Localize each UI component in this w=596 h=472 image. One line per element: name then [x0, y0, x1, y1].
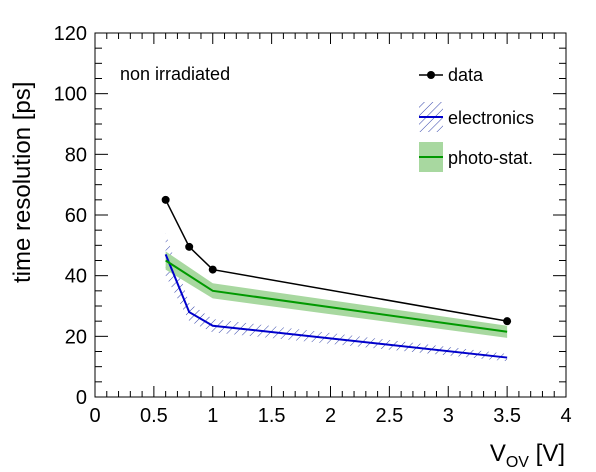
data-point — [503, 317, 512, 326]
data-markers — [161, 195, 512, 326]
legend-photostat-label: photo-stat. — [448, 148, 533, 168]
legend-data-label: data — [448, 65, 484, 85]
x-axis-title-sub: OV — [506, 454, 529, 471]
x-tick-label: 2 — [325, 405, 336, 427]
x-axis-title: VOV [V] — [490, 440, 565, 471]
x-tick-label: 1 — [207, 405, 218, 427]
annotation-label: non irradiated — [120, 64, 230, 84]
x-tick-label: 2.5 — [375, 405, 403, 427]
y-tick-label: 60 — [65, 205, 87, 227]
legend: data electronics photo-stat. — [419, 65, 534, 172]
x-axis-title-main: V — [490, 440, 506, 467]
series-line-1 — [164, 254, 508, 359]
series-line-0 — [164, 199, 508, 322]
y-tick-label: 20 — [65, 326, 87, 348]
data-point — [161, 195, 170, 204]
y-tick-label: 0 — [76, 387, 87, 409]
y-tick-label: 40 — [65, 266, 87, 288]
x-tick-label: 3 — [443, 405, 454, 427]
x-tick-label: 1.5 — [258, 405, 286, 427]
x-tick-label: 0 — [89, 405, 100, 427]
legend-electronics-label: electronics — [448, 108, 534, 128]
x-tick-label: 0.5 — [140, 405, 168, 427]
data-point — [185, 242, 194, 251]
x-axis-title-unit: [V] — [529, 440, 565, 467]
legend-data-marker — [427, 71, 435, 79]
y-axis-title: time resolution [ps] — [9, 82, 36, 283]
y-tick-label: 120 — [54, 23, 87, 45]
band-2 — [165, 251, 508, 338]
y-tick-label: 80 — [65, 144, 87, 166]
data-point — [208, 265, 217, 274]
y-tick-label: 100 — [54, 84, 87, 106]
uncertainty-bands — [165, 233, 508, 362]
x-tick-label: 3.5 — [493, 405, 521, 427]
x-tick-label: 4 — [560, 405, 571, 427]
series-lines — [164, 199, 508, 359]
series-line-2 — [165, 259, 508, 333]
